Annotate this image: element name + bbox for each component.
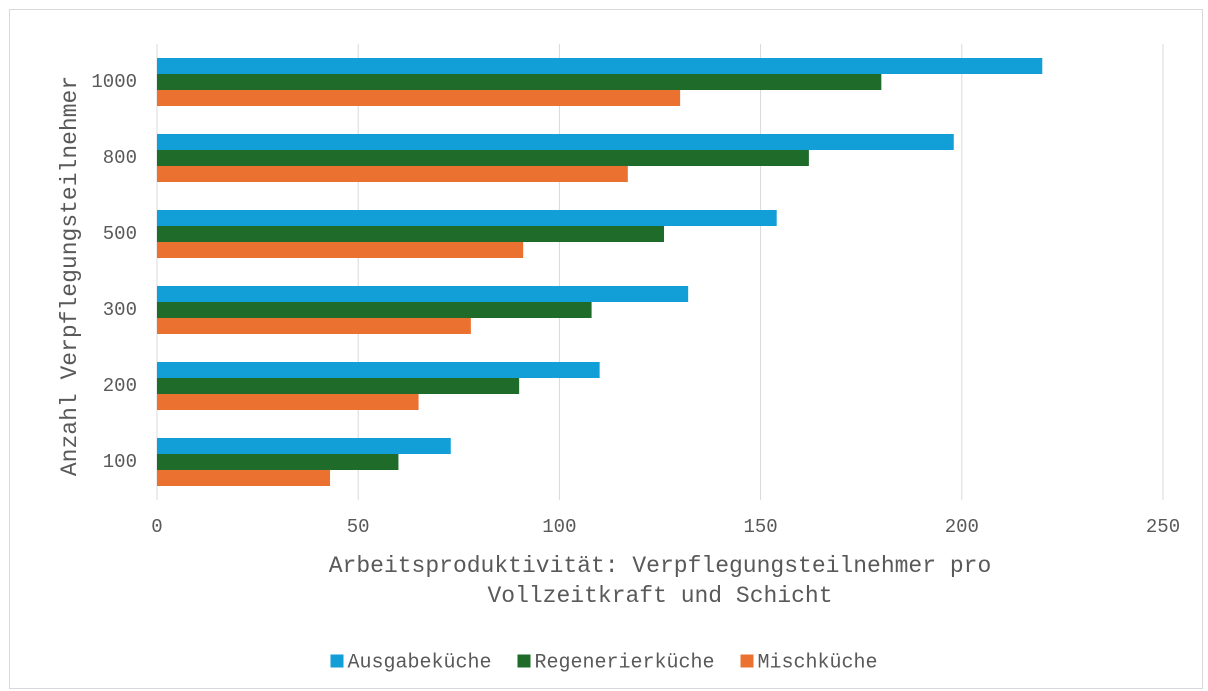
y-tick-label: 100 [103,451,137,473]
bar-regenerierk-che-200 [157,378,520,394]
bar-ausgabek-che-500 [157,210,777,226]
bar-ausgabek-che-200 [157,362,600,378]
x-tick-label: 0 [151,516,162,538]
y-tick-label: 800 [103,147,137,169]
bar-mischk-che-200 [157,394,419,410]
legend: Ausgabeküche Regenerierküche Mischküche [330,651,878,674]
x-tick-label: 150 [743,516,777,538]
bar-mischk-che-800 [157,166,628,182]
x-axis-title-line-1: Arbeitsproduktivität: Verpflegungsteilne… [329,553,992,579]
bar-regenerierk-che-800 [157,150,809,166]
bar-ausgabek-che-800 [157,134,954,150]
legend-swatch-ausgabek-che [330,654,344,668]
x-tick-label: 100 [542,516,576,538]
legend-swatch-regenerierk-che [517,654,531,668]
bar-ausgabek-che-100 [157,438,451,454]
y-tick-label: 200 [103,375,137,397]
gridlines [156,44,1164,500]
bar-ausgabek-che-300 [157,286,689,302]
y-tick-label: 1000 [91,71,137,93]
x-tick-label: 50 [347,516,370,538]
bar-regenerierk-che-500 [157,226,665,242]
bar-mischk-che-1000 [157,90,681,106]
y-tick-label: 500 [103,223,137,245]
bar-regenerierk-che-100 [157,454,399,470]
tick-labels: 0 50 100 150 200 250 100 200 300 500 800 1000 [91,71,1180,538]
bar-regenerierk-che-1000 [157,74,882,90]
bar-regenerierk-che-300 [157,302,592,318]
y-axis-title: Anzahl Verpflegungsteilnehmer [57,76,83,476]
bar-mischk-che-100 [157,470,331,486]
legend-label-ausgabek-che: Ausgabeküche [348,651,492,674]
legend-swatch-mischk-che [740,654,754,668]
y-tick-label: 300 [103,299,137,321]
bar-mischk-che-300 [157,318,471,334]
bar-mischk-che-500 [157,242,524,258]
x-tick-label: 200 [945,516,979,538]
legend-label-mischk-che: Mischküche [758,651,878,674]
x-tick-label: 250 [1146,516,1180,538]
bars [157,58,1043,486]
legend-label-regenerierk-che: Regenerierküche [535,651,715,674]
bar-ausgabek-che-1000 [157,58,1043,74]
chart-frame [9,9,1203,689]
x-axis-title-line-2: Vollzeitkraft und Schicht [487,583,832,609]
